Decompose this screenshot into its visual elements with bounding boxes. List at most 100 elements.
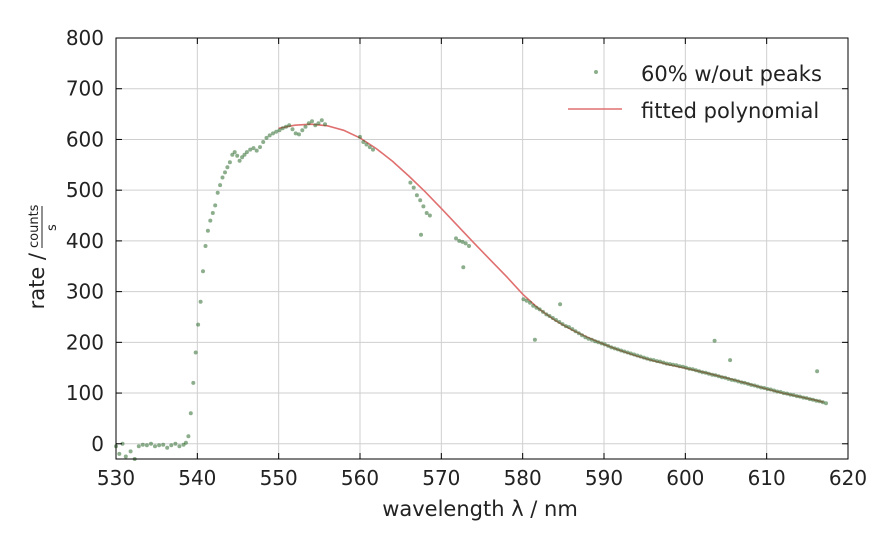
data-point <box>461 265 466 270</box>
x-tick-label: 610 <box>748 466 786 490</box>
data-point <box>120 441 125 446</box>
data-point <box>411 185 416 190</box>
legend-label-line: fitted polynomial <box>641 99 819 123</box>
data-point <box>768 387 773 392</box>
data-point <box>267 133 272 138</box>
data-point <box>358 134 362 139</box>
data-point <box>258 145 262 150</box>
data-point <box>729 377 734 382</box>
data-point <box>300 128 305 133</box>
data-point <box>186 434 191 439</box>
y-tick-label: 100 <box>66 381 104 405</box>
data-point <box>723 375 728 380</box>
data-point <box>213 203 218 208</box>
data-point <box>418 198 423 203</box>
data-point <box>306 121 311 126</box>
data-point <box>560 322 565 327</box>
data-point <box>716 374 721 379</box>
data-point <box>752 383 757 388</box>
legend-marker-scatter <box>594 70 598 74</box>
data-point <box>169 443 174 448</box>
x-tick-label: 540 <box>178 466 216 490</box>
data-point <box>573 329 578 334</box>
data-point <box>367 145 372 150</box>
data-point <box>531 303 536 308</box>
data-point <box>149 441 153 446</box>
data-point <box>589 337 594 342</box>
data-point <box>287 123 292 128</box>
data-point <box>576 331 581 336</box>
data-point <box>635 353 640 358</box>
data-point <box>177 444 182 449</box>
data-point <box>703 370 708 375</box>
data-point <box>254 148 259 153</box>
data-point <box>205 228 210 233</box>
data-point <box>227 160 232 165</box>
x-tick-label: 550 <box>260 466 298 490</box>
x-tick-label: 590 <box>585 466 623 490</box>
legend: 60% w/out peaks fitted polynomial <box>568 62 822 123</box>
data-point <box>612 346 617 351</box>
data-point <box>697 369 702 374</box>
x-tick-label: 620 <box>829 466 867 490</box>
y-tick-label: 300 <box>66 280 104 304</box>
data-point <box>713 373 718 378</box>
data-point <box>310 119 314 124</box>
data-point <box>198 299 203 304</box>
data-point <box>528 300 532 305</box>
x-tick-label: 560 <box>341 466 379 490</box>
data-point <box>274 129 279 134</box>
data-point <box>201 269 205 274</box>
data-point <box>641 355 646 360</box>
data-point <box>804 396 809 401</box>
data-point <box>700 370 705 375</box>
data-point <box>173 441 178 446</box>
data-point <box>457 238 462 243</box>
data-point <box>791 393 796 398</box>
data-point <box>537 307 542 312</box>
data-point <box>742 380 747 385</box>
data-point <box>794 394 799 399</box>
data-point <box>625 350 630 355</box>
legend-label-scatter: 60% w/out peaks <box>641 62 822 86</box>
data-point <box>557 320 562 324</box>
data-point <box>196 322 201 327</box>
data-point <box>225 165 230 170</box>
data-point <box>532 337 537 342</box>
data-point <box>210 211 215 215</box>
x-axis-label: wavelength λ / nm <box>382 497 578 521</box>
y-axis-label-denominator: s <box>45 224 60 231</box>
data-point <box>297 132 301 137</box>
grid <box>115 37 849 459</box>
data-point <box>619 348 624 353</box>
data-point <box>460 239 465 244</box>
data-point <box>596 340 601 345</box>
data-point <box>183 440 188 445</box>
y-tick-label: 800 <box>66 26 104 50</box>
data-point <box>550 316 555 320</box>
data-point <box>421 204 426 209</box>
data-point <box>144 443 149 448</box>
data-point <box>323 122 327 127</box>
plot-frame <box>115 37 849 460</box>
data-point <box>284 124 288 129</box>
data-point <box>814 398 819 403</box>
data-point <box>593 339 598 344</box>
data-point <box>191 380 196 385</box>
data-point <box>427 213 432 218</box>
data-point <box>558 302 563 307</box>
data-point <box>599 341 604 346</box>
data-point <box>580 333 584 338</box>
data-point <box>303 124 308 129</box>
data-point <box>749 382 754 387</box>
data-point <box>759 385 763 390</box>
y-axis-label-numerator: counts <box>27 204 42 248</box>
y-tick-label: 700 <box>66 77 104 101</box>
data-point <box>674 363 679 368</box>
data-point <box>248 147 253 152</box>
data-point <box>567 325 571 330</box>
data-point <box>645 356 650 361</box>
data-point <box>728 358 733 363</box>
data-point <box>693 368 698 373</box>
y-tick-label: 400 <box>66 229 104 253</box>
